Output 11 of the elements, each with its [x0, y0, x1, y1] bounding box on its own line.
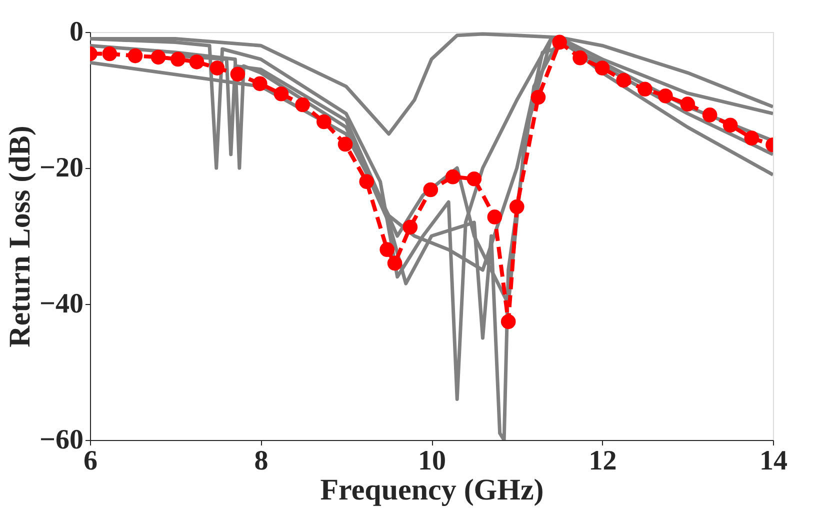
y-axis-title: Return Loss (dB) [4, 126, 37, 348]
x-axis-title: Frequency (GHz) [320, 474, 544, 506]
x-tick-label: 14 [760, 446, 788, 476]
y-tick-label: −40 [40, 288, 84, 320]
x-tick-label: 12 [588, 446, 617, 476]
y-tick-label: −20 [40, 152, 84, 184]
x-tick-label: 6 [84, 446, 98, 476]
y-tick-label: −60 [40, 424, 84, 456]
x-tick-label: 10 [418, 446, 446, 476]
y-tick-label: 0 [70, 16, 84, 48]
x-tick-label: 8 [254, 446, 268, 476]
